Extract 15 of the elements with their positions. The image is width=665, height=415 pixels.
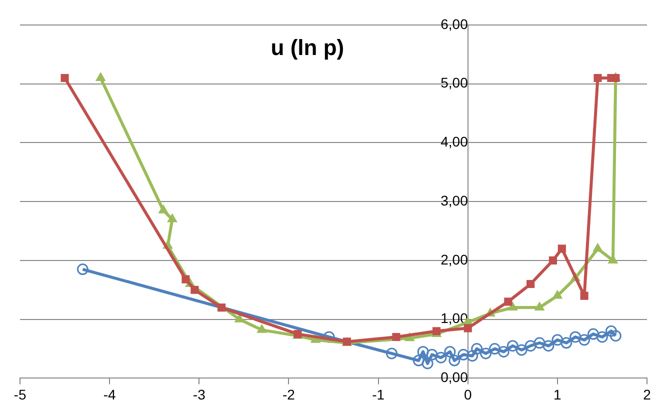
x-tick-label: -2 (282, 386, 296, 402)
y-tick-label: 5,00 (440, 74, 468, 91)
y-tick-label: 3,00 (440, 192, 468, 208)
y-tick-label: 2,00 (440, 251, 468, 268)
x-tick-label: -1 (372, 386, 385, 402)
y-tick-label: 4,00 (440, 134, 468, 150)
text: u (ln p) (270, 35, 344, 61)
x-tick-label: -5 (14, 386, 26, 402)
y-tick-label: 6,00 (440, 16, 468, 32)
x-tick-label: -4 (103, 386, 116, 402)
x-tick-label: 2 (643, 386, 652, 402)
x-tick-label: 0 (464, 386, 472, 402)
y-tick-label: 0,00 (440, 369, 468, 386)
x-tick-label: -3 (192, 386, 206, 402)
x-tick-label: 1 (554, 386, 562, 402)
